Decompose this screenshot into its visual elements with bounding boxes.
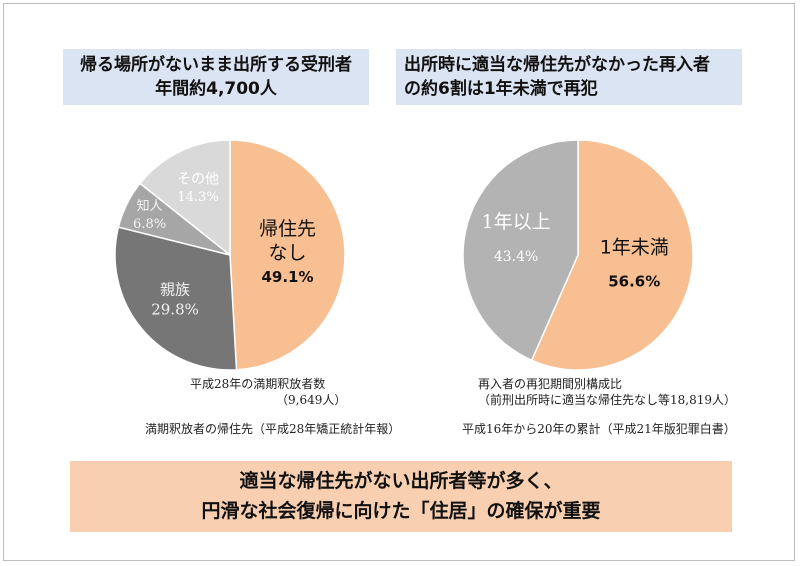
pie0-value-label-1: 29.8%: [151, 300, 199, 318]
pie1-slice-0: [530, 139, 694, 371]
pie0-category-label-0: なし: [268, 242, 306, 264]
figure-frame: [3, 3, 795, 561]
right-population-detail: （前刑出所時に適当な帰住先なし等18,819人）: [478, 393, 736, 407]
pie1-category-label-0: 1年未満: [600, 236, 669, 258]
pie0-category-label-0: 帰住先: [259, 218, 316, 240]
pie1-value-label-0: 56.6%: [608, 272, 660, 290]
pie0-slice-0: [229, 139, 346, 371]
left-heading-line2: 年間約4,700人: [155, 79, 277, 99]
pie0-value-label-3: 14.3%: [177, 190, 218, 205]
pie0-category-label-2: 知人: [137, 198, 163, 214]
left-count-value: （9,649人）: [276, 393, 347, 407]
right-heading-line2: の約6割は1年未満で再犯: [404, 79, 598, 99]
right-pie-chart: 1年未満 56.6% 1年以上 43.4%: [462, 139, 694, 371]
pie0-value-label-2: 6.8%: [133, 217, 166, 232]
pie0-category-label-3: その他: [177, 172, 219, 188]
conclusion-line2: 円滑な社会復帰に向けた「住居」の確保が重要: [201, 500, 601, 522]
pie0-slice-3: [138, 139, 231, 257]
conclusion-box: 適当な帰住先がない出所者等が多く、 円滑な社会復帰に向けた「住居」の確保が重要: [70, 461, 732, 532]
left-pie-chart: 帰住先なし 49.1% 親族 29.8% 知人 6.8% その他 14.3%: [114, 139, 346, 371]
pie0-category-label-1: 親族: [160, 280, 190, 298]
right-source-note: 平成16年から20年の累計（平成21年版犯罪白書）: [462, 422, 736, 436]
pie1-value-label-1: 43.4%: [494, 249, 538, 265]
pie1-category-label-1: 1年以上: [482, 211, 551, 233]
left-source-note: 満期釈放者の帰住先（平成28年矯正統計年報）: [145, 422, 401, 436]
right-chart-heading: 出所時に適当な帰住先がなかった再入者 の約6割は1年未満で再犯: [396, 49, 742, 105]
right-population-label: 再入者の再犯期間別構成比: [478, 377, 623, 391]
conclusion-line1: 適当な帰住先がない出所者等が多く、: [239, 470, 563, 492]
left-chart-heading: 帰る場所がないまま出所する受刑者 年間約4,700人: [63, 49, 369, 105]
left-count-label: 平成28年の満期釈放者数: [190, 377, 326, 391]
pie0-value-label-0: 49.1%: [261, 268, 313, 286]
right-heading-line1: 出所時に適当な帰住先がなかった再入者: [404, 55, 710, 75]
pie0-slice-1: [114, 226, 238, 371]
left-heading-line1: 帰る場所がないまま出所する受刑者: [80, 55, 352, 75]
pie1-slice-1: [462, 139, 579, 362]
